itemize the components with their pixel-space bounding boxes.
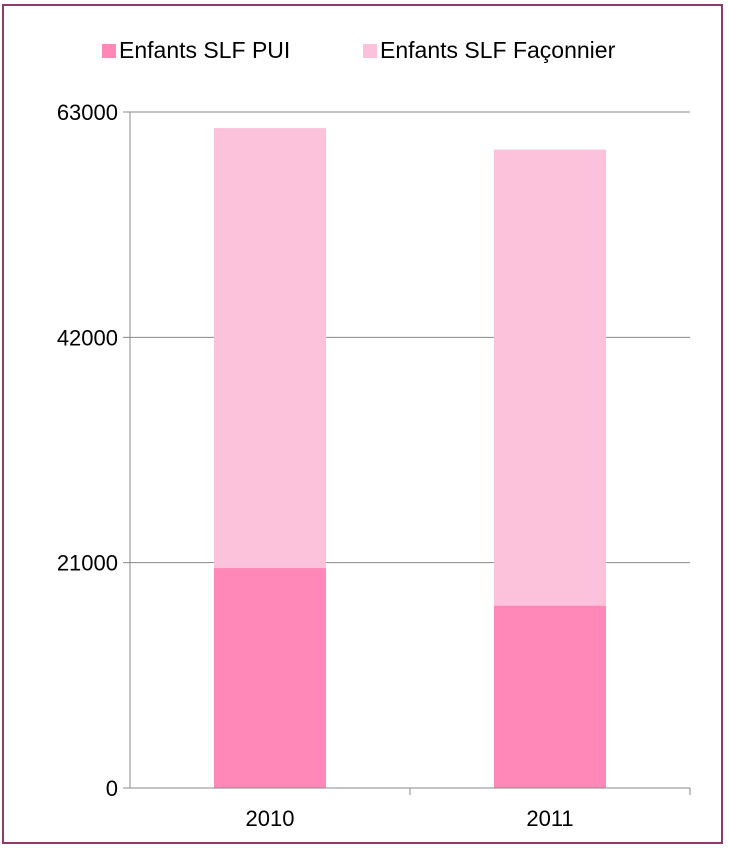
bar-2011-series-0 [494, 605, 606, 788]
legend-swatch-faconnier [363, 44, 377, 58]
x-tick-labels: 2010 2011 [246, 806, 574, 831]
y-tick-label: 63000 [57, 100, 118, 125]
bar-2011-series-1 [494, 149, 606, 606]
bars [214, 128, 606, 788]
y-tick-label: 21000 [57, 551, 118, 576]
y-tick-label: 42000 [57, 325, 118, 350]
y-tick-labels: 0 21000 42000 63000 [57, 100, 118, 801]
bar-2010-series-1 [214, 128, 326, 569]
legend-swatch-pui [102, 44, 116, 58]
axes [129, 112, 691, 795]
bar-2010-series-0 [214, 568, 326, 788]
y-tick-label: 0 [106, 776, 118, 801]
legend-label-faconnier: Enfants SLF Façonnier [380, 37, 616, 63]
legend: Enfants SLF PUI Enfants SLF Façonnier [102, 37, 616, 63]
x-tick-label: 2011 [526, 806, 573, 831]
x-tick-label: 2010 [246, 806, 295, 831]
legend-label-pui: Enfants SLF PUI [119, 37, 290, 63]
